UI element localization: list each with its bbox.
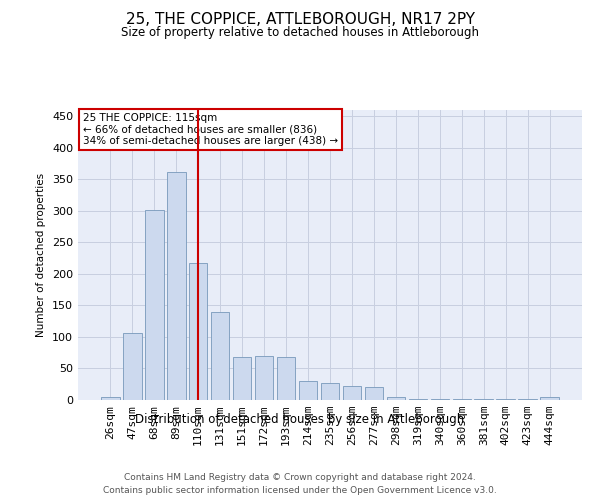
Bar bbox=[101, 397, 119, 400]
Text: Distribution of detached houses by size in Attleborough: Distribution of detached houses by size … bbox=[136, 412, 464, 426]
Bar bbox=[475, 398, 493, 400]
Bar bbox=[123, 332, 142, 400]
Y-axis label: Number of detached properties: Number of detached properties bbox=[37, 173, 46, 337]
Bar bbox=[431, 398, 449, 400]
Bar bbox=[145, 210, 164, 400]
Bar bbox=[343, 386, 361, 400]
Bar bbox=[386, 397, 405, 400]
Text: Contains public sector information licensed under the Open Government Licence v3: Contains public sector information licen… bbox=[103, 486, 497, 495]
Bar bbox=[409, 398, 427, 400]
Bar bbox=[541, 397, 559, 400]
Bar bbox=[255, 356, 274, 400]
Bar bbox=[518, 398, 537, 400]
Bar bbox=[277, 357, 295, 400]
Text: 25, THE COPPICE, ATTLEBOROUGH, NR17 2PY: 25, THE COPPICE, ATTLEBOROUGH, NR17 2PY bbox=[125, 12, 475, 28]
Bar bbox=[496, 398, 515, 400]
Bar bbox=[452, 398, 471, 400]
Text: Contains HM Land Registry data © Crown copyright and database right 2024.: Contains HM Land Registry data © Crown c… bbox=[124, 472, 476, 482]
Bar bbox=[189, 262, 208, 400]
Bar bbox=[365, 388, 383, 400]
Bar bbox=[320, 383, 340, 400]
Bar bbox=[233, 357, 251, 400]
Bar bbox=[211, 312, 229, 400]
Text: Size of property relative to detached houses in Attleborough: Size of property relative to detached ho… bbox=[121, 26, 479, 39]
Text: 25 THE COPPICE: 115sqm
← 66% of detached houses are smaller (836)
34% of semi-de: 25 THE COPPICE: 115sqm ← 66% of detached… bbox=[83, 113, 338, 146]
Bar bbox=[299, 381, 317, 400]
Bar bbox=[167, 172, 185, 400]
